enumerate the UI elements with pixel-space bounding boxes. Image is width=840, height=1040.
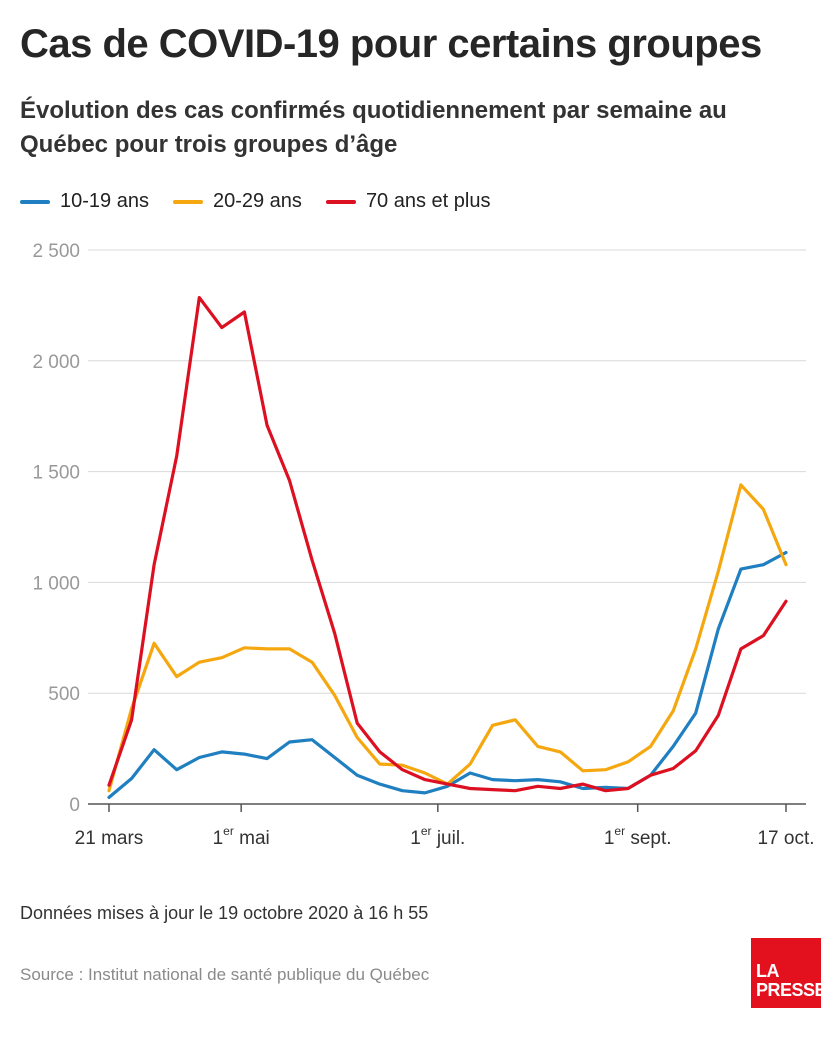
series-line-2 — [107, 483, 788, 793]
legend-swatch — [20, 199, 50, 204]
x-tick-label: 1er sept. — [604, 824, 672, 849]
x-tick-label: 17 oct. — [757, 828, 814, 849]
legend-label: 70 ans et plus — [365, 190, 491, 212]
chart-title: Cas de COVID-19 pour certains groupes — [20, 22, 762, 66]
line-chart: 0 500 1 000 1 500 2 000 2 500 21 mars 1er mai 1e… — [32, 241, 814, 849]
x-tick-label: 1er juil. — [410, 824, 465, 849]
y-tick-label: 0 — [69, 795, 80, 816]
legend-label: 10-19 ans — [60, 190, 149, 212]
update-note: Données mises à jour le 19 octobre 2020 … — [20, 903, 429, 923]
legend: 10-19 ans 20-29 ans 70 ans et plus — [20, 190, 514, 213]
y-tick-label: 1 500 — [32, 463, 80, 484]
logo-line2: PRESSE — [756, 980, 827, 1000]
legend-item-10-19: 10-19 ans — [20, 190, 149, 213]
legend-label: 20-29 ans — [212, 190, 302, 212]
y-tick-label: 2 000 — [32, 352, 80, 373]
chart-subtitle: Évolution des cas confirmés quotidiennem… — [20, 97, 727, 158]
y-tick-label: 1 000 — [32, 573, 80, 594]
series-line-1 — [107, 550, 788, 800]
la-presse-logo: LA PRESSE — [751, 938, 827, 1008]
series-line-3 — [107, 295, 788, 793]
x-tick-label: 1er mai — [213, 824, 270, 849]
legend-item-70-plus: 70 ans et plus — [325, 190, 491, 213]
y-tick-label: 500 — [48, 684, 80, 705]
y-tick-label: 2 500 — [32, 241, 80, 262]
legend-swatch — [172, 199, 203, 204]
legend-item-20-29: 20-29 ans — [172, 190, 302, 213]
x-tick-label: 21 mars — [75, 828, 144, 849]
source-note: Source : Institut national de santé publ… — [20, 965, 430, 984]
logo-line1: LA — [756, 961, 780, 981]
legend-swatch — [325, 199, 356, 204]
